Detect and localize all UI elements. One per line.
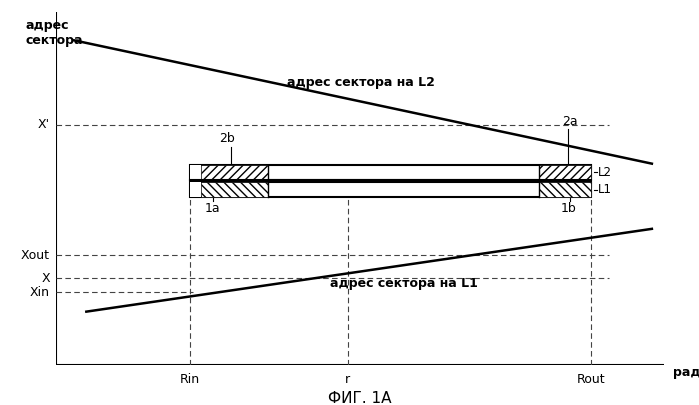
Text: Rout: Rout: [577, 373, 605, 386]
Bar: [189, 182, 201, 197]
Bar: [201, 165, 268, 179]
Text: 2a: 2a: [563, 115, 578, 128]
Text: ФИГ. 1А: ФИГ. 1А: [329, 391, 391, 405]
Text: адрес
сектора: адрес сектора: [25, 19, 83, 47]
Text: r: r: [345, 373, 350, 386]
Bar: [540, 165, 591, 179]
Text: L2: L2: [598, 166, 612, 179]
Text: 2b: 2b: [219, 132, 236, 145]
Text: адрес сектора на L1: адрес сектора на L1: [330, 277, 477, 290]
Bar: [201, 182, 268, 197]
Bar: [189, 182, 591, 197]
Bar: [189, 165, 591, 179]
Text: X': X': [38, 118, 50, 131]
Text: Rin: Rin: [180, 373, 200, 386]
Text: радиус: радиус: [673, 366, 699, 379]
Text: Xin: Xin: [30, 286, 50, 299]
Text: Xout: Xout: [21, 249, 50, 262]
Text: адрес сектора на L2: адрес сектора на L2: [287, 76, 435, 89]
Bar: [540, 182, 591, 197]
Bar: [189, 165, 201, 179]
Text: L1: L1: [598, 183, 612, 196]
Text: X: X: [41, 272, 50, 285]
Text: 1a: 1a: [205, 202, 221, 215]
Text: 1b: 1b: [561, 202, 577, 215]
